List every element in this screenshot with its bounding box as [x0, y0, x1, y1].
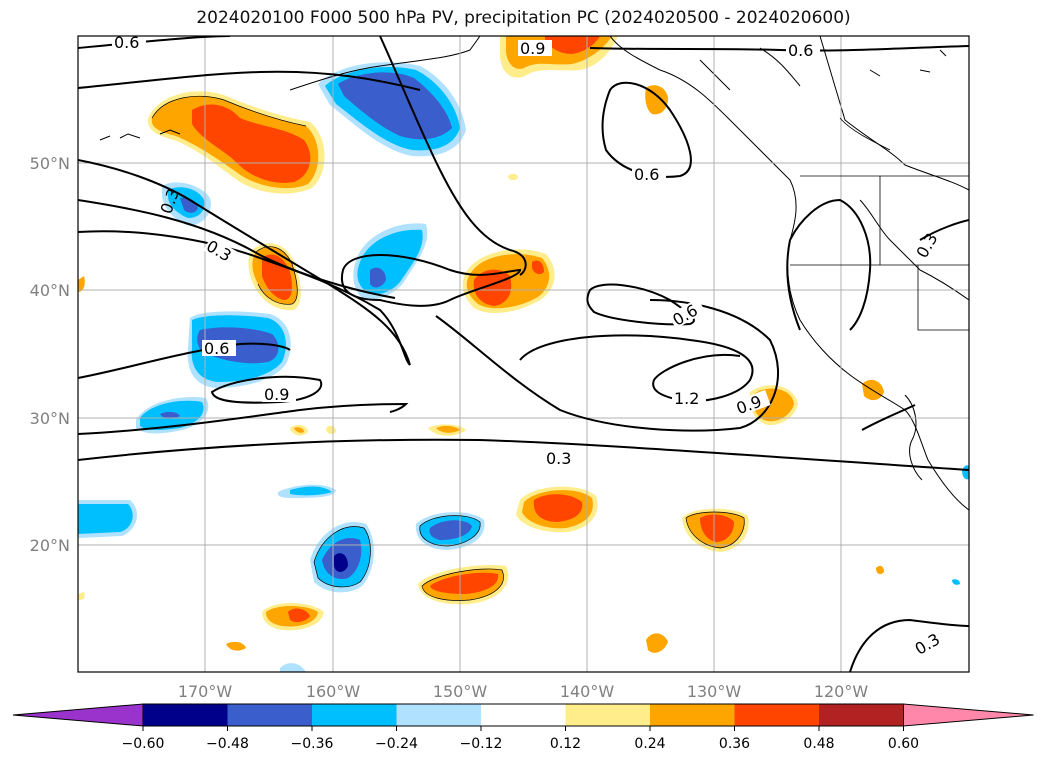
contour-label: 0.9	[264, 385, 289, 404]
colorbar-segment	[396, 704, 482, 726]
map-frame	[77, 35, 970, 673]
colorbar-tick-label: 0.60	[888, 736, 919, 752]
colorbar-tick-label: −0.60	[122, 736, 165, 752]
pv-contours	[78, 36, 969, 672]
colorbar-tick-label: −0.36	[291, 736, 334, 752]
colorbar-segment	[565, 704, 651, 726]
contour-label: 0.6	[788, 41, 813, 60]
lon-tick-labels: 170°W 160°W 150°W 140°W 130°W 120°W	[178, 682, 869, 701]
political-boundaries	[790, 117, 969, 331]
coastlines	[99, 36, 969, 511]
lon-tick: 120°W	[814, 682, 869, 701]
contour-label: 0.6	[204, 339, 229, 358]
lat-tick: 50°N	[30, 154, 70, 173]
contour-label: 0.6	[114, 33, 139, 52]
contour-label: 0.3	[546, 449, 571, 468]
colorbar-extend-low	[12, 703, 144, 727]
lon-tick: 160°W	[306, 682, 361, 701]
colorbar-tick-label: 0.48	[803, 736, 834, 752]
contour-label: 1.2	[674, 389, 699, 408]
colorbar-tick-label: 0.24	[634, 736, 665, 752]
colorbar-tick-label: −0.48	[206, 736, 249, 752]
colorbar-segment	[143, 704, 228, 726]
lon-tick: 130°W	[687, 682, 742, 701]
gridlines	[78, 36, 969, 672]
colorbar-segment	[227, 704, 313, 726]
colorbar-segment	[819, 704, 904, 726]
lat-tick: 30°N	[30, 409, 70, 428]
colorbar-tick-label: 0.36	[719, 736, 750, 752]
colorbar: −0.60 −0.48 −0.36 −0.24 −0.12 0.12 0.24 0.36 0.4…	[12, 703, 1034, 752]
lon-tick: 170°W	[178, 682, 233, 701]
lon-tick: 140°W	[560, 682, 615, 701]
contour-label: 0.6	[634, 165, 659, 184]
colorbar-tick-label: 0.12	[550, 736, 581, 752]
colorbar-segment	[650, 704, 735, 726]
lat-tick-labels: 50°N 40°N 30°N 20°N	[30, 154, 70, 555]
colorbar-extend-high	[903, 703, 1034, 727]
colorbar-segment	[312, 704, 397, 726]
lat-tick: 20°N	[30, 536, 70, 555]
colorbar-tick-label: −0.12	[460, 736, 503, 752]
colorbar-segment	[481, 704, 566, 726]
colorbar-segment	[734, 704, 820, 726]
lat-tick: 40°N	[30, 281, 70, 300]
map-title: 2024020100 F000 500 hPa PV, precipitatio…	[196, 8, 851, 28]
lon-tick: 150°W	[433, 682, 488, 701]
map-area: 0.6 0.9 0.6 0.6 0.3 0.3 0.3 0.6 0.6 0.9 …	[78, 33, 969, 672]
contour-label: 0.9	[520, 39, 545, 58]
colorbar-frame	[142, 703, 904, 727]
colorbar-tick-label: −0.24	[375, 736, 418, 752]
